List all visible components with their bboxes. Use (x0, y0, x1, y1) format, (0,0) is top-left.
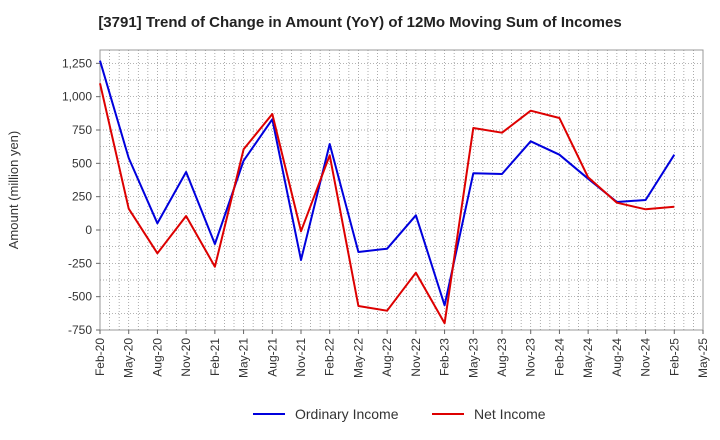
y-tick-label: 500 (72, 156, 92, 170)
x-tick-label: Nov-24 (639, 338, 653, 377)
x-tick-label: Aug-23 (495, 338, 509, 377)
y-tick-label: 250 (72, 190, 92, 204)
x-tick-label: Aug-21 (265, 338, 279, 377)
y-tick-label: -250 (68, 256, 92, 270)
x-tick-label: Feb-22 (323, 338, 337, 376)
x-tick-label: Feb-21 (208, 338, 222, 376)
x-tick-label: May-23 (466, 338, 480, 378)
x-tick-label: May-21 (237, 338, 251, 378)
x-tick-label: Aug-24 (610, 338, 624, 377)
x-tick-label: May-24 (581, 338, 595, 378)
y-axis-label: Amount (million yen) (6, 131, 21, 250)
y-tick-label: -750 (68, 323, 92, 337)
x-tick-label: Aug-20 (150, 338, 164, 377)
chart-title: [3791] Trend of Change in Amount (YoY) o… (98, 14, 622, 31)
series-line-ordinary-income (99, 60, 676, 307)
x-tick-label: May-25 (696, 338, 710, 378)
x-tick-label: May-22 (351, 338, 365, 378)
x-tick-label: Feb-20 (93, 338, 107, 376)
legend-label: Ordinary Income (295, 406, 399, 422)
x-tick-label: Feb-25 (667, 338, 681, 376)
y-tick-label: 1,000 (62, 90, 92, 104)
x-tick-label: Nov-23 (524, 338, 538, 377)
x-tick-label: Aug-22 (380, 338, 394, 377)
x-tick-label: Nov-21 (294, 338, 308, 377)
x-tick-label: May-20 (122, 338, 136, 378)
x-tick-label: Nov-22 (409, 338, 423, 377)
legend-label: Net Income (474, 406, 546, 422)
y-tick-label: -500 (68, 290, 92, 304)
y-tick-label: 750 (72, 123, 92, 137)
y-tick-label: 0 (85, 223, 92, 237)
x-tick-label: Nov-20 (179, 338, 193, 377)
series-line-net-income (99, 83, 675, 325)
plot-area (99, 49, 704, 331)
y-tick-label: 1,250 (62, 56, 92, 70)
x-tick-label: Feb-24 (552, 338, 566, 376)
x-tick-label: Feb-23 (438, 338, 452, 376)
